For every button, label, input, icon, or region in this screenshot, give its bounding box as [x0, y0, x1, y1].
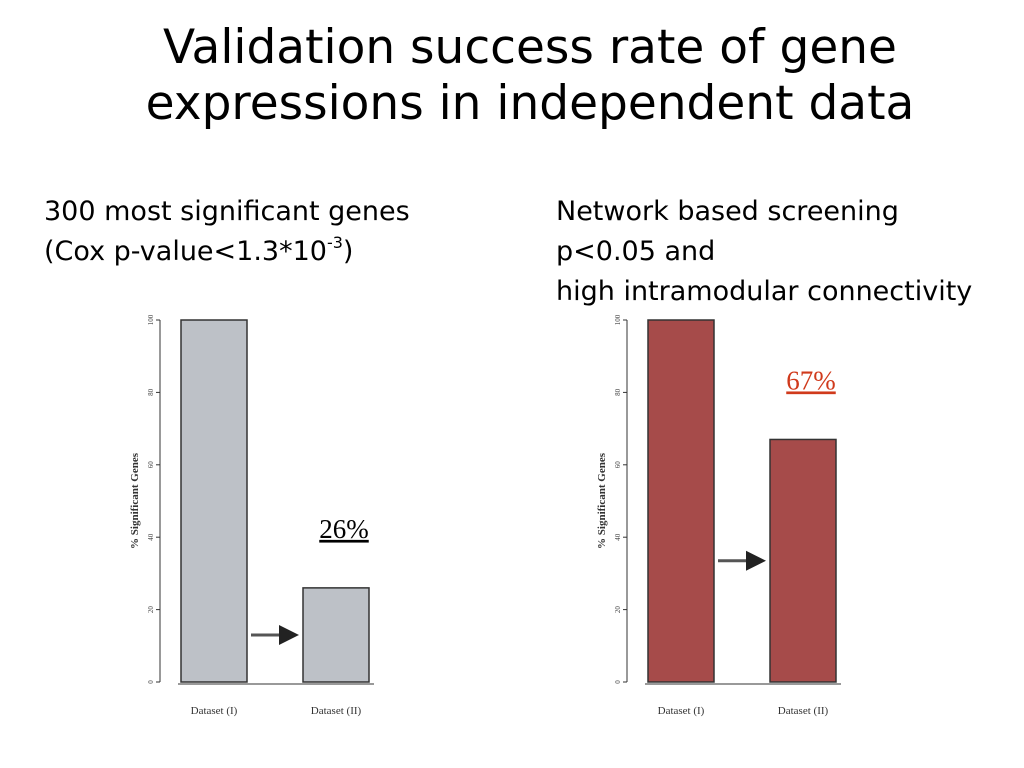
y-axis-label: % Significant Genes [129, 452, 141, 549]
left-heading-line-2-prefix: (Cox p-value<1.3*10 [44, 236, 327, 267]
percentage-annotation: 26% [319, 514, 369, 544]
y-axis-label: % Significant Genes [596, 452, 608, 549]
left-heading-line-1: 300 most significant genes [44, 196, 410, 227]
slide-title-line-2: expressions in independent data [145, 76, 915, 131]
left-heading-line-2: (Cox p-value<1.3*10-3) [44, 232, 410, 272]
right-heading-line-3: high intramodular connectivity [556, 276, 973, 307]
category-label: Dataset (II) [311, 705, 362, 717]
bar-dataset-ii [302, 587, 370, 683]
left-heading-line-2-suffix: ) [342, 236, 354, 267]
category-label: Dataset (I) [658, 705, 705, 717]
y-tick-label: 40 [147, 533, 155, 541]
y-tick-label: 0 [614, 680, 622, 684]
y-tick-label: 0 [147, 680, 155, 684]
right-heading-line-1: Network based screening [556, 196, 899, 227]
y-tick-label: 60 [614, 461, 622, 469]
category-label: Dataset (II) [778, 705, 829, 717]
bar-dataset-ii [769, 438, 837, 683]
right-chart-svg: 0 20 40 60 80 100 % Significant Genes Dataset (… [596, 314, 841, 717]
slide-title: Validation success rate of gene expressi… [0, 20, 1024, 132]
bar-dataset-i [180, 319, 248, 683]
y-tick-label: 40 [614, 533, 622, 541]
slide-title-line-1: Validation success rate of gene [163, 20, 897, 75]
y-tick-label: 60 [147, 461, 155, 469]
right-heading-line-2: p<0.05 and [556, 236, 716, 267]
bar-dataset-i [647, 319, 715, 683]
y-tick-label: 100 [147, 314, 155, 325]
transition-arrow-head [746, 550, 766, 571]
y-tick-label: 20 [147, 606, 155, 614]
y-tick-label: 20 [614, 606, 622, 614]
left-heading-exponent: -3 [326, 233, 343, 252]
y-tick-label: 100 [614, 314, 622, 325]
y-tick-label: 80 [614, 388, 622, 396]
category-label: Dataset (I) [191, 705, 238, 717]
left-bar-chart: 0 20 40 60 80 100 % Significant Genes Dataset (… [120, 300, 410, 740]
left-heading: 300 most significant genes (Cox p-value<… [44, 192, 410, 272]
right-heading: Network based screening p<0.05 and high … [556, 192, 972, 312]
right-bar-chart: 0 20 40 60 80 100 % Significant Genes Dataset (… [587, 300, 877, 740]
transition-arrow-head [279, 624, 299, 645]
left-chart-svg: 0 20 40 60 80 100 % Significant Genes Dataset (… [129, 314, 374, 717]
y-tick-label: 80 [147, 388, 155, 396]
percentage-annotation: 67% [786, 365, 836, 395]
